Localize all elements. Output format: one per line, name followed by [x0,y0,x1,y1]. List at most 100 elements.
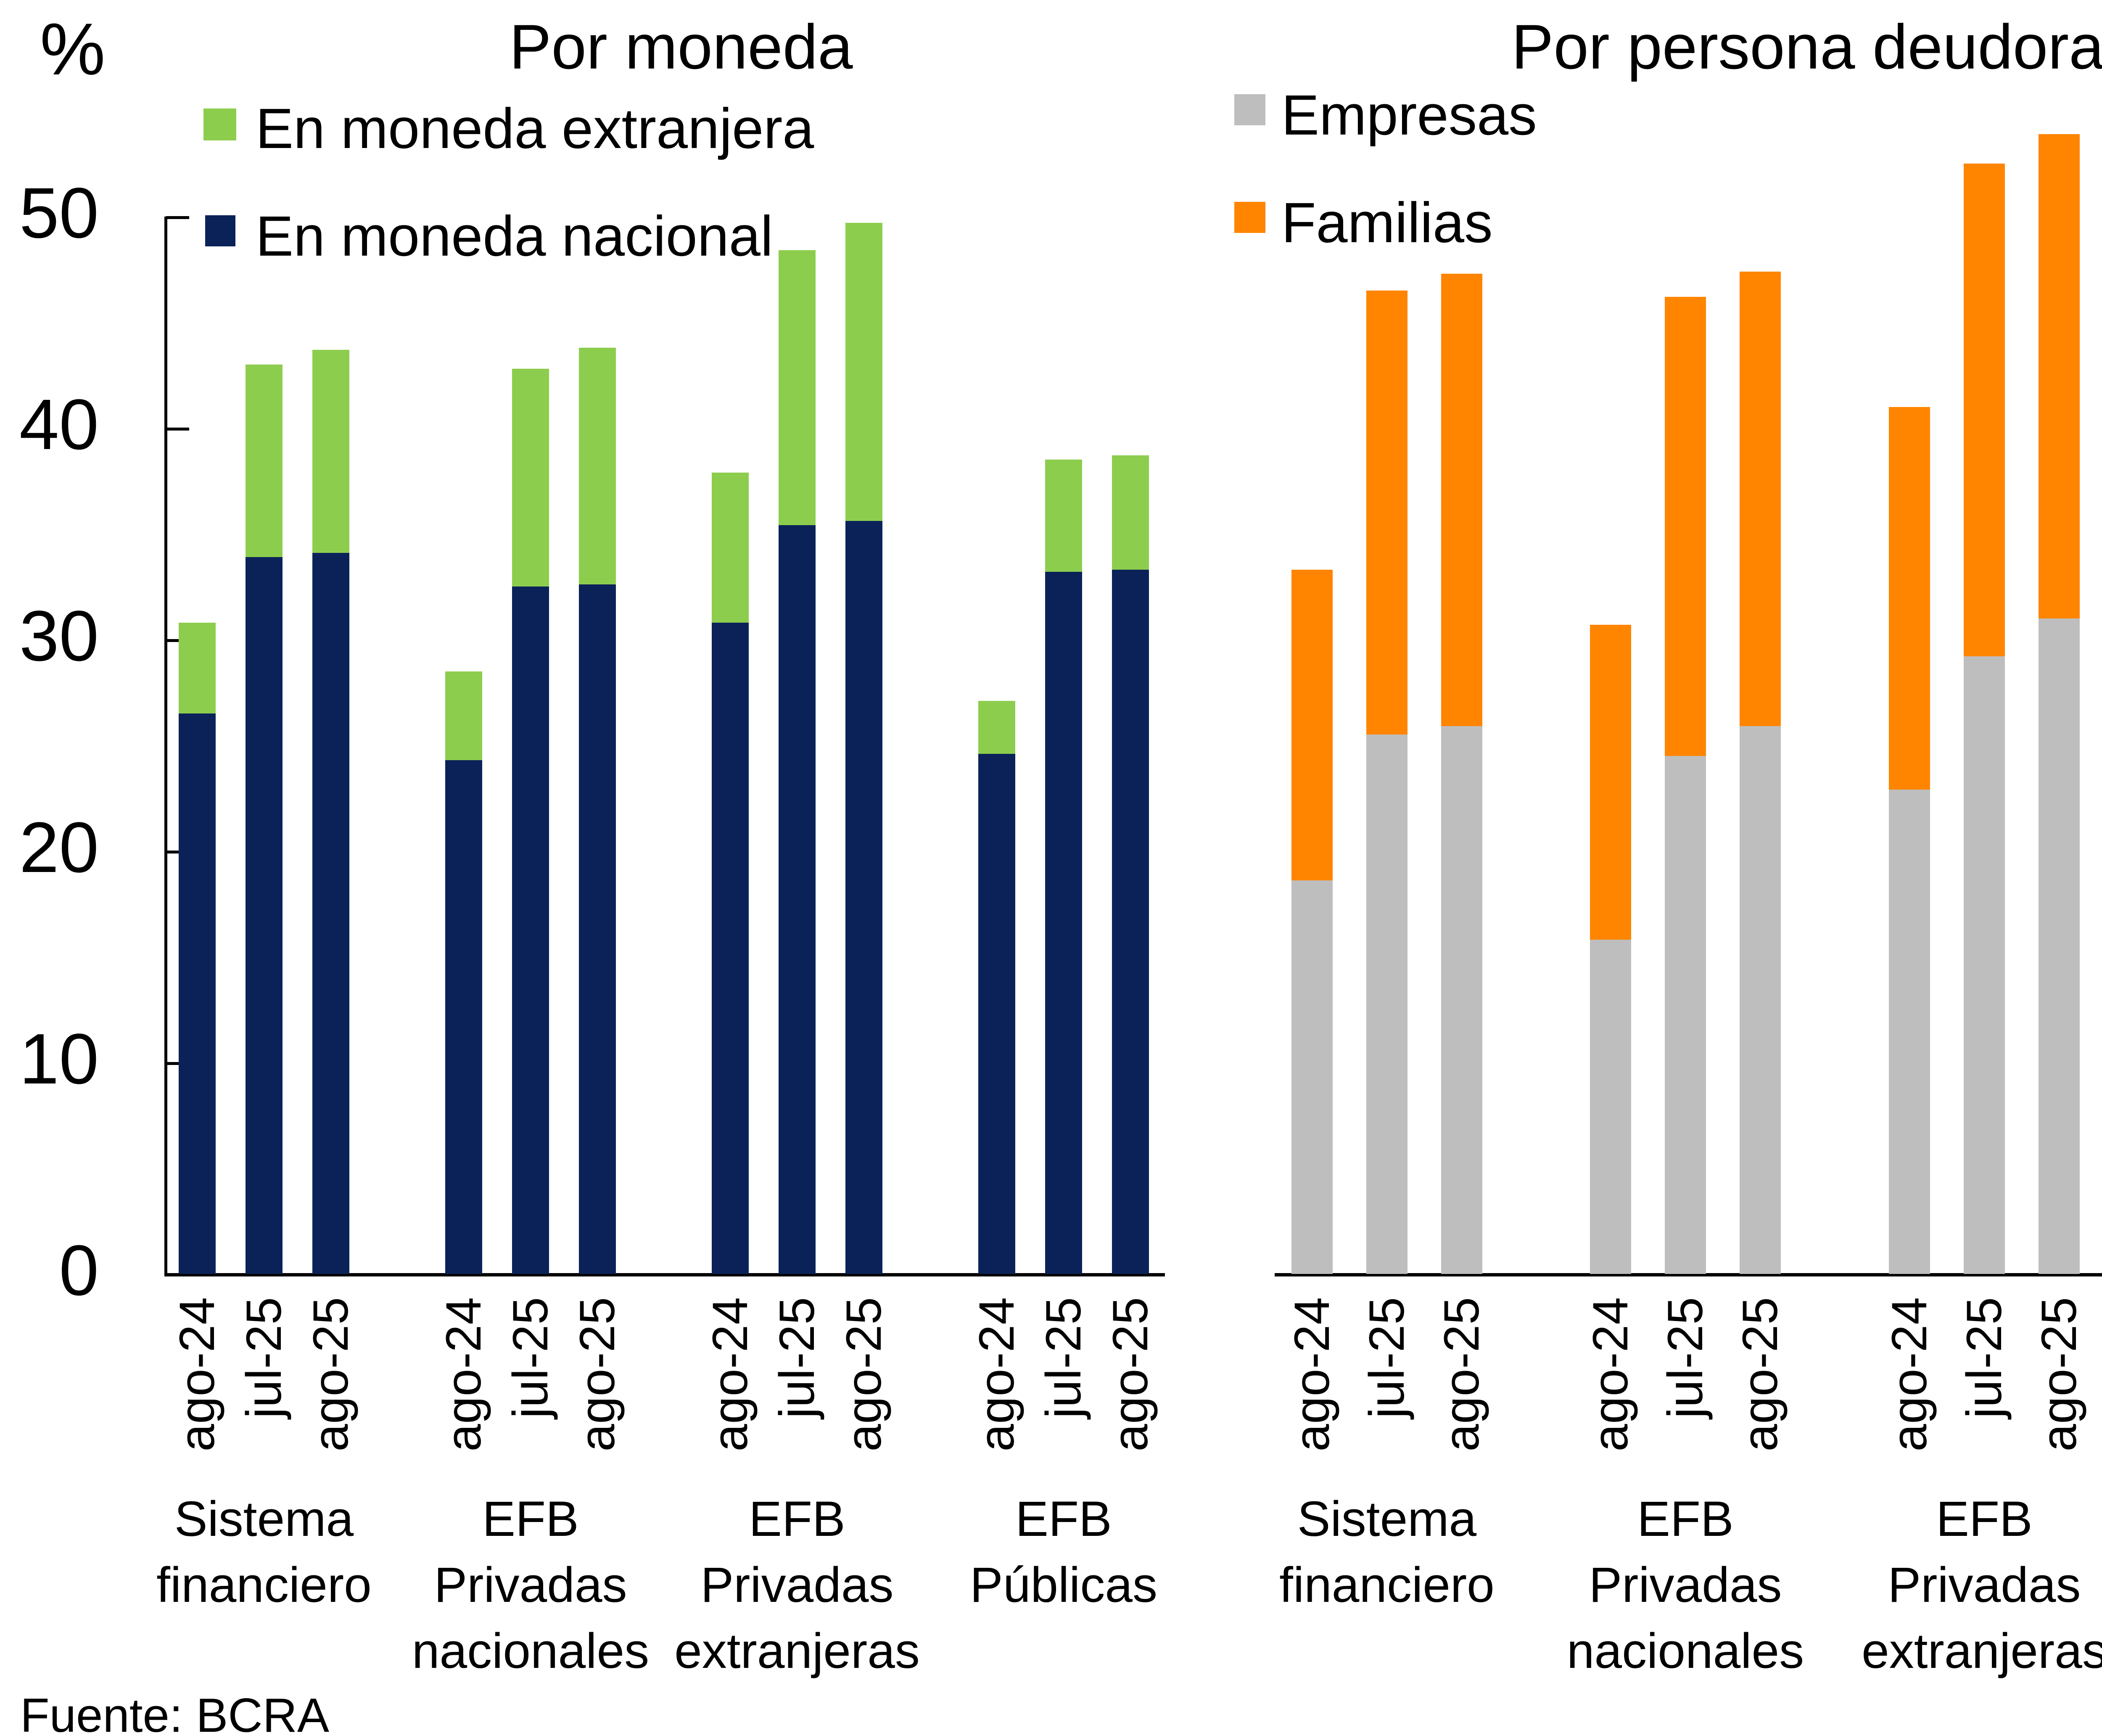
x-axis-period-label: jul-25 [236,1297,292,1419]
bar-segment-por-moneda-navy [845,521,882,1274]
bar-segment-por-moneda-navy [712,623,749,1274]
category-label-line: Privadas [1888,1557,2081,1613]
x-axis-period-label: ago-25 [303,1297,359,1452]
x-axis-period-label: ago-25 [1103,1297,1158,1452]
bar-segment-por-persona-deudora-gray [1441,726,1482,1274]
bar-segment-por-moneda-green [246,365,283,557]
bar-segment-por-moneda-green [1045,460,1082,572]
y-axis-tick-mark [166,639,189,642]
bar-segment-por-moneda-green [445,671,482,760]
category-label-por-moneda: EFB Privadas extranjeras [637,1486,957,1684]
bar-segment-por-moneda-green [1112,455,1149,570]
category-label-line: EFB [1637,1491,1734,1547]
category-label-line: EFB [482,1491,579,1547]
left-chart-baseline [164,1273,1165,1276]
legend-swatch-moneda-extranjera [203,108,236,140]
category-label-por-moneda: Sistema financiero [104,1486,424,1618]
y-axis-tick-mark [166,216,189,219]
bar-segment-por-moneda-navy [312,553,349,1274]
x-axis-period-label: ago-24 [169,1297,225,1452]
bar-segment-por-moneda-navy [779,525,816,1274]
legend-swatch-familias [1234,202,1265,233]
category-label-por-moneda: EFB Públicas [904,1486,1223,1618]
bar-segment-por-persona-deudora-orange [1590,625,1631,940]
category-label-line: nacionales [1566,1623,1804,1679]
bar-segment-por-moneda-navy [978,754,1015,1274]
bar-segment-por-persona-deudora-gray [1366,735,1407,1274]
bar-segment-por-moneda-green [712,473,749,623]
bar-segment-por-moneda-navy [179,713,216,1274]
x-axis-period-label: ago-24 [436,1297,491,1452]
category-label-line: extranjeras [1862,1623,2102,1679]
legend-label-moneda-extranjera: En moneda extranjera [256,97,814,160]
bar-segment-por-persona-deudora-orange [1366,291,1407,735]
bar-segment-por-persona-deudora-gray [1590,940,1631,1274]
x-axis-period-label: ago-24 [1284,1297,1340,1452]
y-axis-line [164,217,167,1276]
x-axis-period-label: jul-25 [1036,1297,1091,1419]
x-axis-period-label: ago-24 [1583,1297,1638,1452]
x-axis-period-label: ago-25 [1434,1297,1489,1452]
x-axis-period-label: ago-24 [969,1297,1025,1452]
right-chart-title: Por persona deudora [1511,11,2102,82]
legend-swatch-moneda-nacional [205,215,235,246]
category-label-line: financiero [1279,1557,1495,1613]
bar-segment-por-persona-deudora-orange [2039,134,2080,618]
bar-segment-por-moneda-navy [1112,570,1149,1274]
category-label-por-persona-deudora: Sistema financiero [1227,1486,1547,1618]
category-label-line: Públicas [969,1557,1157,1613]
left-chart-title: Por moneda [509,11,853,82]
bar-segment-por-moneda-navy [1045,572,1082,1274]
bar-segment-por-persona-deudora-orange [1441,274,1482,726]
x-axis-period-label: ago-25 [2031,1297,2087,1452]
x-axis-period-label: ago-24 [702,1297,758,1452]
y-axis-tick-mark [166,428,189,431]
category-label-line: Sistema [1297,1491,1477,1547]
y-axis-unit-label: % [40,8,106,90]
legend-label-moneda-nacional: En moneda nacional [256,204,773,268]
y-axis-tick-label: 0 [59,1231,99,1311]
category-label-line: Sistema [174,1491,354,1547]
source-note: Fuente: BCRA [20,1689,329,1736]
legend-label-familias: Familias [1281,191,1493,254]
x-axis-period-label: ago-25 [1732,1297,1788,1452]
category-label-line: Privadas [700,1557,894,1613]
category-label-line: financiero [156,1557,372,1613]
x-axis-period-label: jul-25 [1957,1297,2012,1419]
bar-segment-por-moneda-navy [246,557,283,1274]
bar-segment-por-moneda-navy [445,760,482,1274]
bar-segment-por-persona-deudora-gray [1964,656,2005,1274]
category-label-line: Privadas [1589,1557,1782,1613]
category-label-line: EFB [1936,1491,2033,1547]
y-axis-tick-mark [166,1062,189,1065]
bar-segment-por-persona-deudora-gray [1740,726,1781,1274]
x-axis-period-label: jul-25 [1658,1297,1713,1419]
category-label-por-moneda: EFB Privadas nacionales [371,1486,690,1684]
x-axis-period-label: jul-25 [1359,1297,1415,1419]
category-label-por-persona-deudora: EFB Privadas extranjeras [1825,1486,2102,1684]
bar-segment-por-moneda-navy [579,584,616,1274]
bar-segment-por-moneda-green [512,369,549,587]
y-axis-tick-label: 20 [19,808,99,888]
category-label-line: EFB [1015,1491,1112,1547]
category-label-line: extranjeras [674,1623,920,1679]
bar-segment-por-persona-deudora-gray [2039,618,2080,1274]
bar-segment-por-moneda-navy [512,587,549,1274]
legend-label-empresas: Empresas [1281,83,1537,147]
y-axis-tick-label: 30 [19,596,99,676]
y-axis-tick-label: 50 [19,173,99,253]
y-axis-tick-mark [166,851,189,853]
y-axis-tick-label: 40 [19,385,99,465]
bar-segment-por-persona-deudora-gray [1665,756,1706,1274]
bar-segment-por-moneda-green [978,701,1015,754]
x-axis-period-label: ago-24 [1882,1297,1937,1452]
x-axis-period-label: jul-25 [503,1297,558,1419]
category-label-line: Privadas [434,1557,627,1613]
x-axis-period-label: ago-25 [836,1297,892,1452]
category-label-line: nacionales [412,1623,650,1679]
bar-segment-por-persona-deudora-gray [1889,790,1930,1274]
bar-segment-por-persona-deudora-orange [1740,272,1781,726]
bar-segment-por-persona-deudora-orange [1889,407,1930,790]
x-axis-period-label: jul-25 [769,1297,825,1419]
bar-segment-por-persona-deudora-orange [1665,297,1706,756]
